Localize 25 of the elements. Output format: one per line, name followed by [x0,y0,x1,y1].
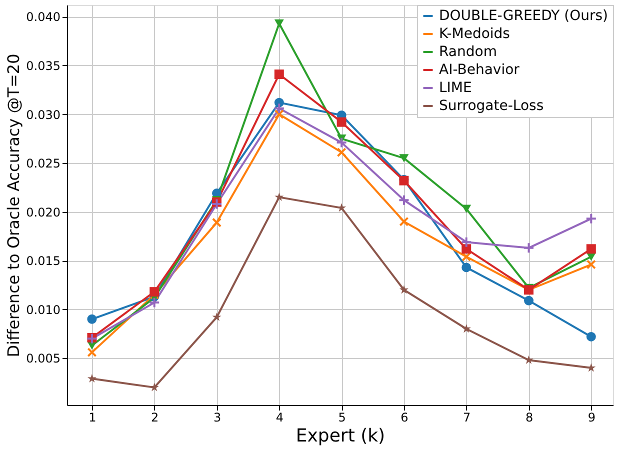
x-tick-label: 5 [338,410,346,424]
x-tick-label: 8 [525,410,534,424]
y-tick-label: 0.020 [26,205,60,220]
x-tick-label: 3 [213,410,222,424]
y-tick-label: 0.030 [26,108,60,122]
legend-label: AI-Behavior [439,62,520,78]
x-tick-label: 2 [151,410,159,424]
x-tick-label: 4 [276,410,284,424]
y-tick-label: 0.005 [26,352,60,366]
legend-label: DOUBLE-GREEDY (Ours) [439,8,608,24]
x-tick-label: 6 [400,410,408,424]
legend-label: LIME [439,80,472,96]
x-tick-label: 1 [88,410,96,424]
y-tick-label: 0.035 [26,58,60,73]
y-axis-title: Difference to Oracle Accuracy @T=20 [4,54,24,358]
legend-label: Surrogate-Loss [439,98,544,114]
x-axis-title: Expert (k) [296,426,386,446]
y-tick-label: 0.040 [26,10,60,24]
x-tick-label: 9 [588,410,596,424]
legend-label: K-Medoids [439,26,510,42]
legend-label: Random [439,44,497,60]
y-tick-label: 0.025 [26,156,60,171]
y-tick-label: 0.010 [26,302,60,317]
x-tick-label: 7 [463,410,471,424]
y-tick-label: 0.015 [26,254,60,268]
